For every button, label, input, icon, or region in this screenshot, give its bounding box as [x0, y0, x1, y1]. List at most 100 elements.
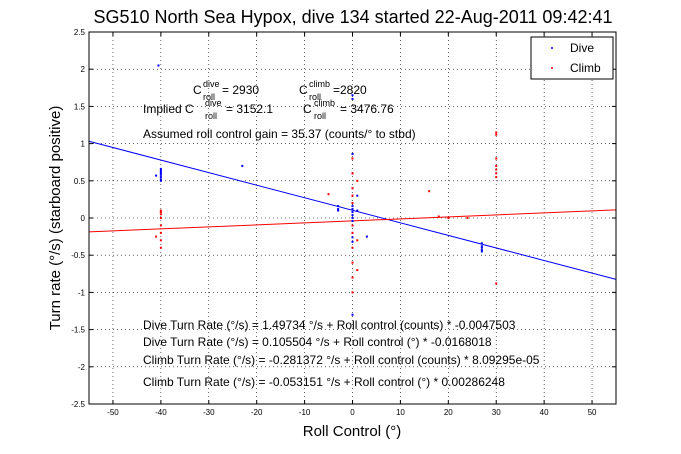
climb-point: [495, 172, 498, 175]
climb-point: [356, 239, 359, 242]
y-tick-label: 1: [81, 140, 86, 149]
climb-point: [351, 187, 354, 190]
climb-counts-fit: Climb Turn Rate (°/s) = -0.281372 °/s + …: [143, 353, 540, 367]
climb-point: [495, 131, 498, 134]
dive-point: [365, 235, 368, 238]
dive-point: [241, 164, 244, 167]
dive-counts-fit: Dive Turn Rate (°/s) = 1.49734 °/s + Rol…: [143, 318, 516, 332]
dive-point: [337, 209, 340, 212]
x-tick-label: 0: [350, 408, 355, 417]
climb-point: [495, 164, 498, 167]
climb-point: [495, 168, 498, 171]
x-tick-label: 40: [540, 408, 549, 417]
dive-point: [157, 64, 160, 67]
climb-point: [159, 213, 162, 216]
implied-climb-value: = 3476.76: [340, 102, 394, 116]
y-tick-label: -2: [78, 363, 86, 372]
dive-point: [356, 194, 359, 197]
implied-climb-sub: roll: [314, 111, 326, 121]
dive-point: [159, 179, 162, 182]
dive-point: [159, 170, 162, 173]
y-tick-label: -2.5: [71, 400, 85, 409]
dive-point: [159, 176, 162, 179]
y-axis-label: Turn rate (°/s) (starboard positive): [47, 106, 64, 331]
dive-point: [351, 219, 354, 222]
dive-point: [159, 169, 162, 172]
climb-point: [351, 172, 354, 175]
c-climb-label: C: [299, 83, 308, 97]
climb-point: [351, 231, 354, 234]
x-tick-label: -20: [251, 408, 263, 417]
dive-point: [159, 167, 162, 170]
dive-point: [351, 240, 354, 243]
climb-point: [495, 282, 498, 285]
y-tick-label: 0.5: [74, 177, 86, 186]
implied-dive-sub: roll: [205, 111, 217, 121]
climb-point: [159, 209, 162, 212]
climb-point: [351, 246, 354, 249]
climb-point: [466, 217, 469, 219]
dive-point: [480, 248, 483, 251]
dive-point: [356, 209, 359, 212]
c-climb-sup: climb: [309, 79, 330, 89]
climb-point: [159, 231, 162, 234]
c-dive-value: = 2930: [222, 83, 259, 97]
legend-climb-marker: [551, 67, 553, 69]
y-tick-label: -1.5: [71, 326, 85, 335]
scatter-points: [155, 64, 498, 316]
x-tick-label: -40: [155, 408, 167, 417]
dive-point: [337, 205, 340, 208]
climb-point: [327, 193, 330, 196]
y-tick-label: 2: [81, 65, 86, 74]
axis-ticks: -50 -40 -30 -20 -10 0 10 20 30 40 50-2.5-2-1.5-1-0…: [71, 28, 616, 417]
legend-box: [530, 36, 614, 80]
x-tick-label: 30: [492, 408, 501, 417]
c-dive-label: C: [193, 83, 202, 97]
c-dive-sub: roll: [203, 92, 215, 102]
dive-degrees-fit: Dive Turn Rate (°/s) = 0.105504 °/s + Ro…: [143, 335, 492, 349]
implied-dive-sup: dive: [205, 98, 222, 108]
dive-fit-line: [88, 140, 617, 280]
climb-point: [351, 276, 354, 279]
climb-point: [155, 235, 158, 238]
climb-point: [351, 291, 354, 294]
climb-point: [495, 157, 498, 160]
climb-point: [351, 157, 354, 160]
climb-point: [159, 224, 162, 227]
dive-point: [351, 153, 354, 156]
climb-point: [351, 194, 354, 197]
dive-point: [159, 173, 162, 176]
climb-point: [351, 202, 354, 205]
c-climb-value: =2820: [333, 83, 367, 97]
legend: Dive Climb: [530, 36, 614, 80]
legend-climb-label: Climb: [570, 61, 601, 75]
x-tick-label: 50: [588, 408, 597, 417]
annotations: C dive roll = 2930 C climb roll =2820 Im…: [143, 79, 540, 389]
y-tick-label: 0: [81, 214, 86, 223]
climb-point: [428, 190, 431, 193]
roll-gain-annotation: Assumed roll control gain = 35.37 (count…: [143, 127, 416, 141]
climb-point: [495, 176, 498, 179]
y-tick-label: 1.5: [74, 102, 86, 111]
climb-point: [356, 179, 359, 182]
dive-point: [351, 217, 354, 219]
x-tick-label: 20: [444, 408, 453, 417]
chart-title: SG510 North Sea Hypox, dive 134 started …: [93, 7, 612, 27]
dive-point: [155, 174, 158, 177]
c-dive-sup: dive: [203, 79, 220, 89]
x-tick-label: 10: [396, 408, 405, 417]
dive-point: [351, 94, 354, 97]
climb-point: [351, 224, 354, 227]
dive-point: [351, 208, 354, 211]
dive-point: [159, 178, 162, 181]
implied-climb-sup: climb: [314, 98, 335, 108]
dive-point: [351, 205, 354, 208]
dive-point: [351, 214, 354, 217]
climb-point: [159, 217, 162, 219]
x-tick-label: -50: [107, 408, 119, 417]
x-tick-label: -30: [203, 408, 215, 417]
climb-point: [495, 133, 498, 136]
dive-point: [480, 246, 483, 249]
legend-dive-marker: [551, 47, 553, 49]
climb-degrees-fit: Climb Turn Rate (°/s) = -0.053151 °/s + …: [143, 375, 505, 389]
